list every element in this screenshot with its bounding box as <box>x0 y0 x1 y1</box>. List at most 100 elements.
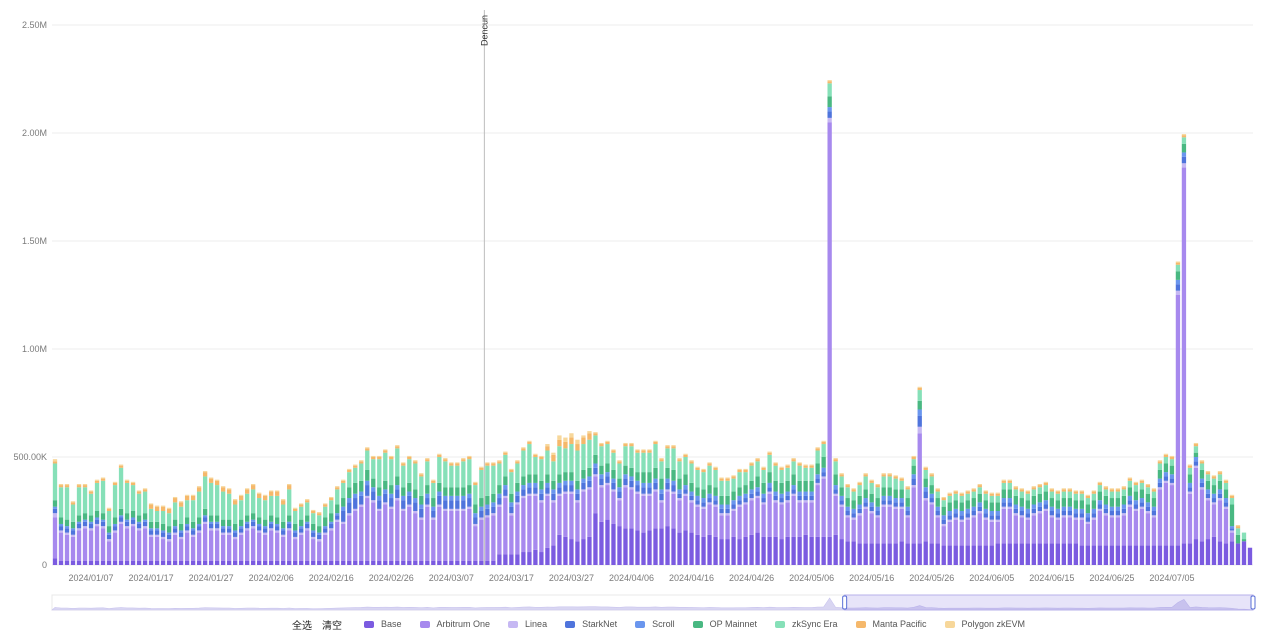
bar-segment[interactable] <box>827 83 832 97</box>
bar-segment[interactable] <box>1217 541 1223 565</box>
bar-segment[interactable] <box>214 479 220 481</box>
bar-segment[interactable] <box>935 498 940 507</box>
bar-segment[interactable] <box>299 526 304 529</box>
bar-segment[interactable] <box>851 519 856 542</box>
bar-segment[interactable] <box>196 487 202 492</box>
bar-segment[interactable] <box>737 487 742 496</box>
bar-segment[interactable] <box>1199 482 1205 488</box>
bar-segment[interactable] <box>275 530 280 533</box>
bar-segment[interactable] <box>136 493 142 516</box>
bar-segment[interactable] <box>1079 490 1085 492</box>
bar-segment[interactable] <box>989 492 994 494</box>
bar-segment[interactable] <box>485 515 490 518</box>
bar-segment[interactable] <box>893 476 898 479</box>
bar-segment[interactable] <box>365 469 370 481</box>
bar-segment[interactable] <box>599 478 604 486</box>
bar-segment[interactable] <box>455 495 460 501</box>
bar-segment[interactable] <box>100 560 106 565</box>
bar-segment[interactable] <box>473 517 478 524</box>
bar-segment[interactable] <box>1091 491 1097 494</box>
bar-segment[interactable] <box>112 532 118 561</box>
bar-segment[interactable] <box>563 472 568 481</box>
bar-segment[interactable] <box>1211 498 1217 503</box>
bar-segment[interactable] <box>1091 508 1097 514</box>
bar-segment[interactable] <box>377 508 382 511</box>
bar-segment[interactable] <box>251 521 256 527</box>
bar-segment[interactable] <box>647 482 652 488</box>
bar-segment[interactable] <box>395 560 400 565</box>
bar-segment[interactable] <box>533 453 538 455</box>
bar-segment[interactable] <box>467 455 472 457</box>
bar-segment[interactable] <box>629 528 634 565</box>
bar-segment[interactable] <box>599 465 604 475</box>
bar-segment[interactable] <box>833 495 838 535</box>
bar-segment[interactable] <box>1079 545 1085 565</box>
bar-segment[interactable] <box>1061 515 1067 518</box>
bar-segment[interactable] <box>1025 491 1030 494</box>
bar-segment[interactable] <box>749 493 754 499</box>
bar-segment[interactable] <box>833 489 838 494</box>
bar-segment[interactable] <box>743 536 748 565</box>
bar-segment[interactable] <box>539 457 544 460</box>
legend-item[interactable]: zkSync Era <box>774 619 838 629</box>
bar-segment[interactable] <box>389 506 394 509</box>
bar-segment[interactable] <box>665 526 670 565</box>
bar-segment[interactable] <box>881 500 886 505</box>
bar-segment[interactable] <box>58 485 64 488</box>
bar-segment[interactable] <box>407 491 412 496</box>
bar-segment[interactable] <box>521 552 526 565</box>
bar-segment[interactable] <box>977 506 982 511</box>
bar-segment[interactable] <box>377 511 382 561</box>
bar-segment[interactable] <box>611 469 616 479</box>
bar-segment[interactable] <box>419 560 424 565</box>
bar-segment[interactable] <box>557 435 562 440</box>
bar-segment[interactable] <box>58 517 64 524</box>
bar-segment[interactable] <box>953 490 958 492</box>
bar-segment[interactable] <box>809 491 814 496</box>
bar-segment[interactable] <box>905 517 910 544</box>
bar-segment[interactable] <box>1181 156 1187 164</box>
bar-segment[interactable] <box>263 526 268 529</box>
bar-segment[interactable] <box>208 515 214 522</box>
bar-segment[interactable] <box>701 469 706 473</box>
bar-segment[interactable] <box>359 480 364 492</box>
bar-segment[interactable] <box>1151 515 1157 518</box>
bar-segment[interactable] <box>749 534 754 565</box>
bar-segment[interactable] <box>1169 545 1175 565</box>
bar-segment[interactable] <box>707 534 712 565</box>
bar-segment[interactable] <box>371 500 376 503</box>
bar-segment[interactable] <box>533 549 538 565</box>
bar-segment[interactable] <box>184 495 190 501</box>
bar-segment[interactable] <box>581 491 586 540</box>
bar-segment[interactable] <box>1055 490 1060 492</box>
bar-segment[interactable] <box>551 500 556 503</box>
bar-segment[interactable] <box>785 536 790 565</box>
bar-segment[interactable] <box>347 498 352 503</box>
bar-segment[interactable] <box>389 459 394 486</box>
bar-segment[interactable] <box>887 543 892 565</box>
bar-segment[interactable] <box>359 460 364 462</box>
bar-segment[interactable] <box>647 450 652 453</box>
bar-segment[interactable] <box>719 539 724 565</box>
bar-segment[interactable] <box>112 526 118 531</box>
bar-segment[interactable] <box>515 495 520 503</box>
bar-segment[interactable] <box>335 504 340 514</box>
bar-segment[interactable] <box>749 465 754 481</box>
bar-segment[interactable] <box>118 467 124 509</box>
bar-segment[interactable] <box>581 469 586 479</box>
bar-segment[interactable] <box>226 560 232 565</box>
bar-segment[interactable] <box>449 511 454 561</box>
bar-segment[interactable] <box>923 491 928 499</box>
bar-segment[interactable] <box>803 534 808 565</box>
bar-segment[interactable] <box>287 521 292 524</box>
bar-segment[interactable] <box>557 439 562 447</box>
bar-segment[interactable] <box>329 521 334 524</box>
bar-segment[interactable] <box>629 444 634 447</box>
bar-segment[interactable] <box>809 465 814 468</box>
bar-segment[interactable] <box>94 523 100 527</box>
bar-segment[interactable] <box>1223 543 1229 565</box>
bar-segment[interactable] <box>695 469 700 488</box>
bar-segment[interactable] <box>70 528 76 531</box>
bar-segment[interactable] <box>148 530 154 535</box>
bar-segment[interactable] <box>821 457 826 468</box>
